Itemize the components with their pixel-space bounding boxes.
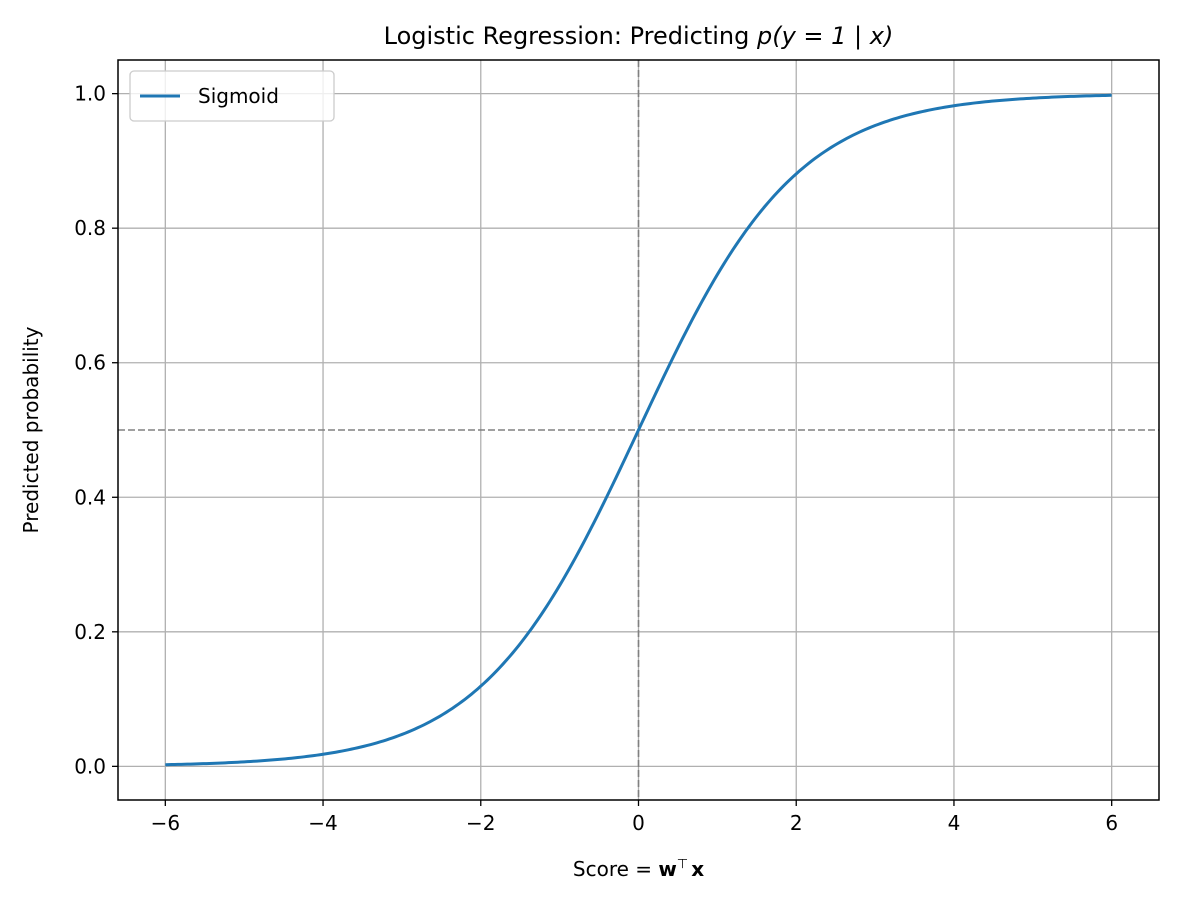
- ticks: −6 −4 −2 0 2 4 6 0.0 0.2 0.4 0.6 0.8 1.0: [74, 82, 1118, 835]
- series-line-sigmoid: [165, 93, 1112, 767]
- series-layer: [165, 93, 1112, 767]
- x-axis-label-text: Score =: [573, 857, 659, 881]
- x-tick-label: −2: [466, 811, 495, 835]
- x-axis-label: Score = w⊤ x: [573, 857, 704, 881]
- chart-title-math: p(y = 1 | x): [756, 22, 893, 50]
- x-tick-label: −6: [151, 811, 180, 835]
- legend: Sigmoid: [129, 70, 335, 122]
- legend-box: [129, 70, 335, 122]
- x-tick-label: 2: [790, 811, 803, 835]
- y-tick-label: 0.6: [74, 351, 106, 375]
- y-axis-label: Predicted probability: [19, 326, 43, 533]
- y-tick-label: 1.0: [74, 82, 106, 106]
- legend-label: Sigmoid: [198, 84, 279, 108]
- y-tick-label: 0.2: [74, 620, 106, 644]
- x-tick-label: 4: [948, 811, 961, 835]
- y-tick-label: 0.4: [74, 485, 106, 509]
- x-tick-label: 6: [1105, 811, 1118, 835]
- x-axis-label-x: x: [691, 857, 704, 881]
- x-tick-label: 0: [632, 811, 645, 835]
- x-tick-label: −4: [308, 811, 337, 835]
- chart-title: Logistic Regression: Predicting p(y = 1 …: [384, 22, 894, 50]
- x-axis-label-w: w: [658, 857, 676, 881]
- chart-title-text: Logistic Regression: Predicting: [384, 22, 757, 50]
- x-axis-label-transpose: ⊤: [677, 857, 688, 872]
- y-tick-label: 0.8: [74, 216, 106, 240]
- y-tick-label: 0.0: [74, 754, 106, 778]
